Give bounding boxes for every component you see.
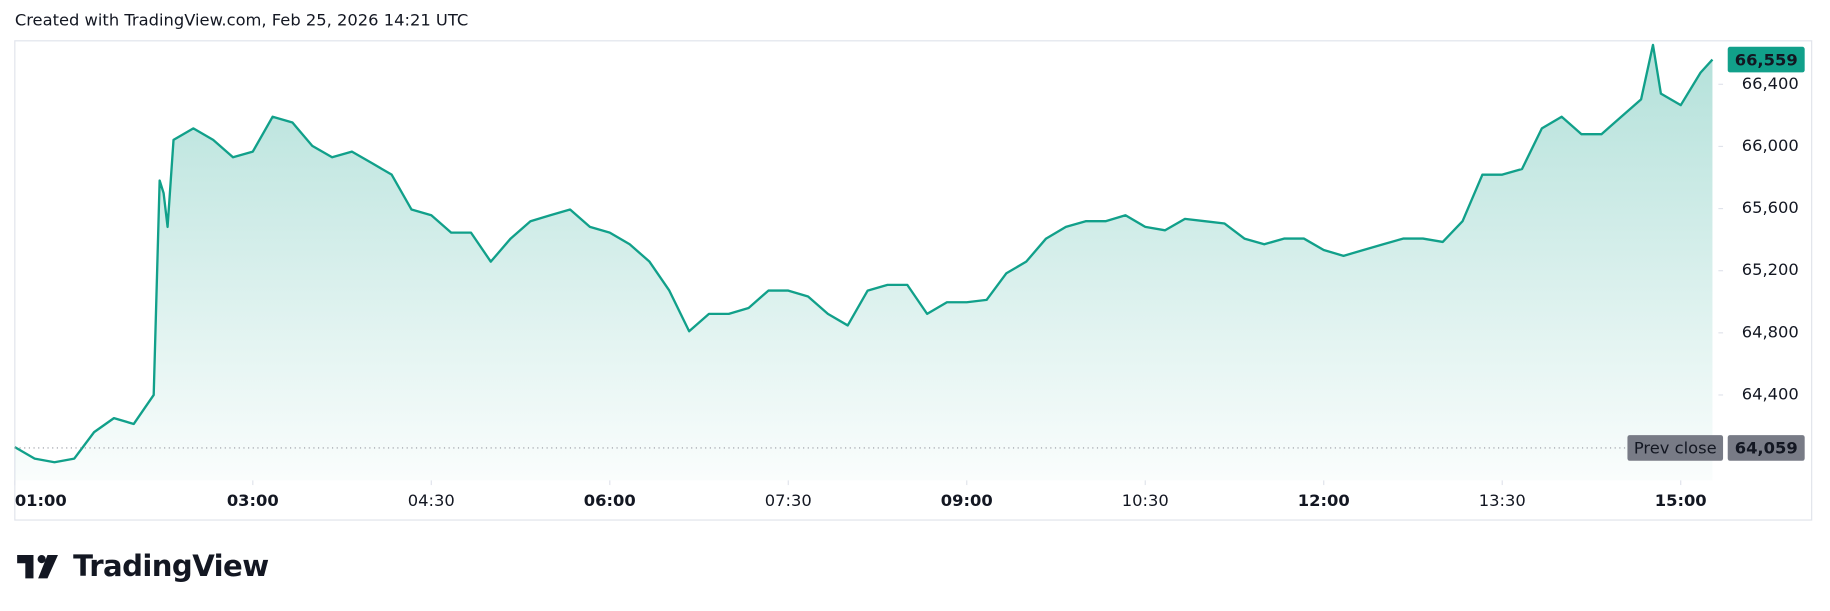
x-tick-label: 10:30 bbox=[1122, 491, 1169, 510]
y-tick-label: 64,400 bbox=[1742, 384, 1799, 403]
prev-close-value-box bbox=[1727, 435, 1805, 461]
x-tick-label: 07:30 bbox=[765, 491, 812, 510]
x-tick-label: 04:30 bbox=[408, 491, 455, 510]
y-tick-label: 65,200 bbox=[1742, 260, 1799, 279]
x-tick-label: 03:00 bbox=[227, 491, 279, 510]
prev-close-name: Prev close bbox=[1634, 439, 1717, 458]
x-tick-label: 01:00 bbox=[15, 491, 67, 510]
chart-frame bbox=[14, 40, 1813, 521]
brand: TradingView bbox=[73, 549, 268, 583]
x-tick-label: 13:30 bbox=[1479, 491, 1526, 510]
y-tick-label: 64,800 bbox=[1742, 322, 1799, 341]
prev-close-value: 64,059 bbox=[1735, 439, 1798, 458]
header: Created with TradingView.com, Feb 25, 20… bbox=[15, 10, 468, 29]
logo: TradingView bbox=[17, 549, 269, 583]
x-tick-label: 06:00 bbox=[584, 491, 636, 510]
x-tick-label: 09:00 bbox=[941, 491, 993, 510]
last-price-label: 66,559 bbox=[1735, 50, 1798, 69]
y-tick-label: 66,000 bbox=[1742, 136, 1799, 155]
prev-close-name-box bbox=[1627, 435, 1724, 461]
y-tick-label: 65,600 bbox=[1742, 198, 1799, 217]
x-tick-label: 15:00 bbox=[1655, 491, 1707, 510]
x-tick-label: 12:00 bbox=[1298, 491, 1350, 510]
price-line bbox=[14, 43, 1714, 464]
y-tick-label: 66,400 bbox=[1742, 74, 1799, 93]
area-fill bbox=[14, 44, 1713, 481]
last-price-box bbox=[1727, 46, 1805, 73]
